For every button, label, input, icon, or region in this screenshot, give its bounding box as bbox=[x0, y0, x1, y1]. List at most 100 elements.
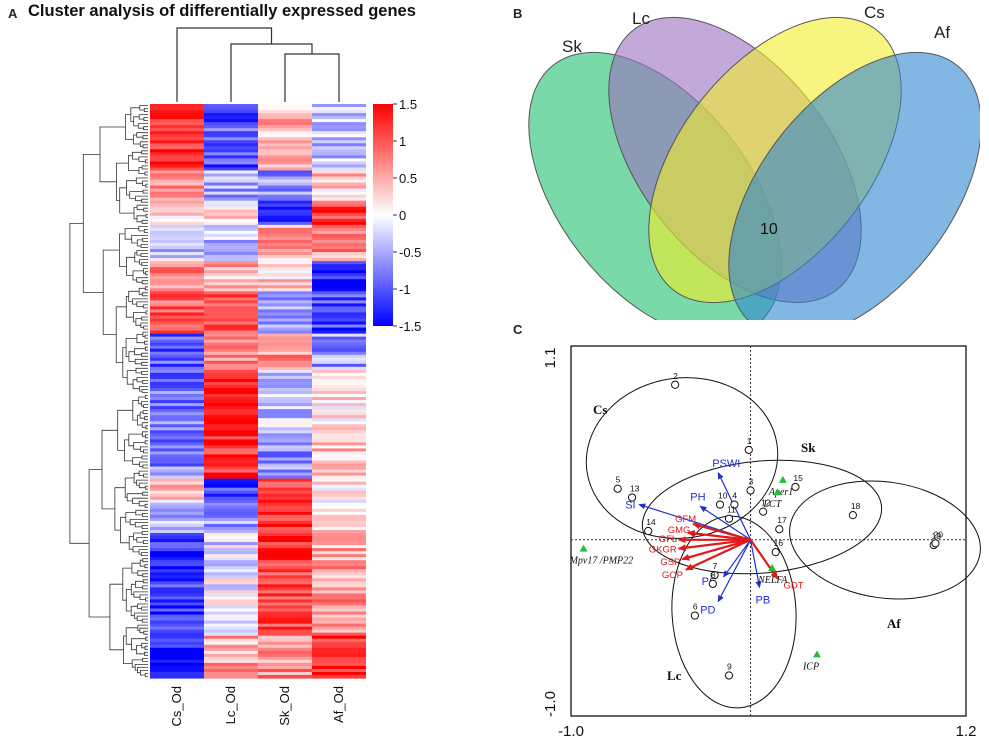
colorbar-tick-label: 1 bbox=[399, 134, 406, 149]
sample-point bbox=[771, 548, 780, 557]
heatmap-cell bbox=[312, 572, 366, 576]
heatmap-cell bbox=[204, 563, 258, 567]
heatmap-cell bbox=[150, 650, 204, 655]
heatmap-cell bbox=[258, 481, 312, 486]
heatmap-cell bbox=[258, 128, 312, 132]
heatmap-cell bbox=[204, 457, 258, 462]
heatmap-cell bbox=[312, 261, 366, 265]
heatmap-cell bbox=[150, 387, 204, 392]
heatmap-cell bbox=[312, 584, 366, 588]
species-marker bbox=[579, 544, 588, 552]
heatmap-cell bbox=[150, 306, 204, 311]
heatmap-cell bbox=[204, 623, 258, 628]
heatmap-cell bbox=[312, 475, 366, 480]
heatmap-cell bbox=[258, 104, 312, 108]
heatmap-cell bbox=[312, 197, 366, 202]
heatmap-cell bbox=[258, 116, 312, 120]
dendrogram-branch bbox=[145, 485, 148, 490]
heatmap-cell bbox=[312, 258, 366, 262]
heatmap-cell bbox=[312, 131, 366, 135]
column-label: Cs_Od bbox=[169, 686, 184, 726]
venn-set-af bbox=[728, 51, 980, 320]
heatmap-cell bbox=[258, 227, 312, 232]
heatmap-cell bbox=[150, 487, 204, 492]
heatmap-cell bbox=[150, 264, 204, 268]
heatmap-cell bbox=[150, 110, 204, 114]
sample-point bbox=[644, 526, 653, 536]
heatmap-cell bbox=[150, 514, 204, 519]
dendrogram-branch bbox=[132, 546, 148, 553]
heatmap-cell bbox=[204, 245, 258, 250]
heatmap-cell bbox=[204, 442, 258, 446]
heatmap-cell bbox=[204, 599, 258, 604]
heatmap-cell bbox=[258, 218, 312, 223]
heatmap-cell bbox=[150, 339, 204, 344]
dendrogram-branch bbox=[139, 386, 148, 392]
heatmap-cell bbox=[204, 517, 258, 522]
heatmap-cell bbox=[150, 104, 204, 108]
heatmap-cell bbox=[258, 321, 312, 326]
dendrogram-branch bbox=[141, 371, 148, 375]
heatmap-cell bbox=[312, 233, 366, 238]
dendrogram-branch bbox=[130, 107, 140, 122]
dendrogram-branch bbox=[138, 226, 148, 232]
heatmap-cell bbox=[258, 336, 312, 341]
heatmap-cell bbox=[150, 279, 204, 283]
heatmap-cell bbox=[204, 400, 258, 404]
heatmap-cell bbox=[204, 348, 258, 353]
heatmap-cell bbox=[150, 125, 204, 129]
dendrogram-branch bbox=[143, 268, 148, 274]
heatmap-cell bbox=[258, 502, 312, 507]
heatmap-cell bbox=[258, 152, 312, 156]
sample-point bbox=[759, 507, 768, 516]
heatmap-cell bbox=[150, 526, 204, 531]
heatmap-cell bbox=[312, 629, 366, 634]
heatmap-cell bbox=[312, 490, 366, 495]
heatmap-cell bbox=[258, 318, 312, 323]
heatmap-cell bbox=[258, 381, 312, 386]
heatmap-cell bbox=[258, 496, 312, 501]
heatmap-cell bbox=[258, 182, 312, 187]
heatmap-cell bbox=[312, 212, 366, 217]
heatmap-cell bbox=[204, 475, 258, 480]
dendrogram-branch bbox=[136, 204, 148, 211]
heatmap-cell bbox=[312, 239, 366, 244]
dendrogram-branch bbox=[126, 256, 135, 276]
heatmap-cell bbox=[258, 125, 312, 129]
heatmap-cell bbox=[150, 113, 204, 117]
heatmap-cell bbox=[150, 342, 204, 347]
heatmap-cell bbox=[258, 451, 312, 456]
arrow-label: SI bbox=[625, 500, 635, 512]
heatmap-cell bbox=[312, 342, 366, 347]
heatmap-cell bbox=[204, 406, 258, 410]
dendrogram-branch bbox=[142, 410, 148, 415]
sample-point bbox=[613, 484, 622, 493]
sample-point bbox=[848, 511, 857, 520]
heatmap-cell bbox=[204, 659, 258, 664]
heatmap-cell bbox=[312, 526, 366, 531]
heatmap-cell bbox=[312, 587, 366, 591]
sample-point bbox=[724, 514, 734, 523]
heatmap-cell bbox=[150, 403, 204, 407]
heatmap-cell bbox=[150, 309, 204, 314]
heatmap-cell bbox=[150, 439, 204, 443]
heatmap-cell bbox=[204, 632, 258, 637]
dendrogram-branch bbox=[140, 244, 148, 248]
dendrogram-branch bbox=[141, 389, 148, 393]
heatmap-cell bbox=[150, 421, 204, 425]
heatmap-cell bbox=[150, 517, 204, 522]
dendrogram-branch bbox=[141, 585, 148, 590]
arrow-gmg bbox=[686, 530, 751, 541]
dendrogram-branch bbox=[131, 235, 148, 244]
dendrogram-branch bbox=[141, 401, 148, 407]
heatmap-cell bbox=[312, 671, 366, 676]
heatmap-cell bbox=[312, 203, 366, 208]
heatmap-cell bbox=[150, 575, 204, 579]
heatmap-cell bbox=[312, 381, 366, 386]
heatmap-cell bbox=[258, 161, 312, 166]
heatmap-cell bbox=[312, 224, 366, 229]
sample-label: 9 bbox=[727, 661, 732, 671]
heatmap-cell bbox=[312, 273, 366, 277]
heatmap-cell bbox=[204, 433, 258, 437]
heatmap-cell bbox=[312, 372, 366, 377]
